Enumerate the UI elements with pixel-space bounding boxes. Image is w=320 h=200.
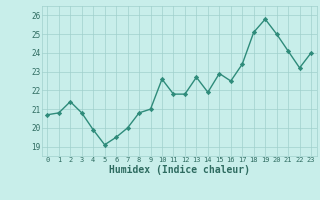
X-axis label: Humidex (Indice chaleur): Humidex (Indice chaleur) (109, 165, 250, 175)
